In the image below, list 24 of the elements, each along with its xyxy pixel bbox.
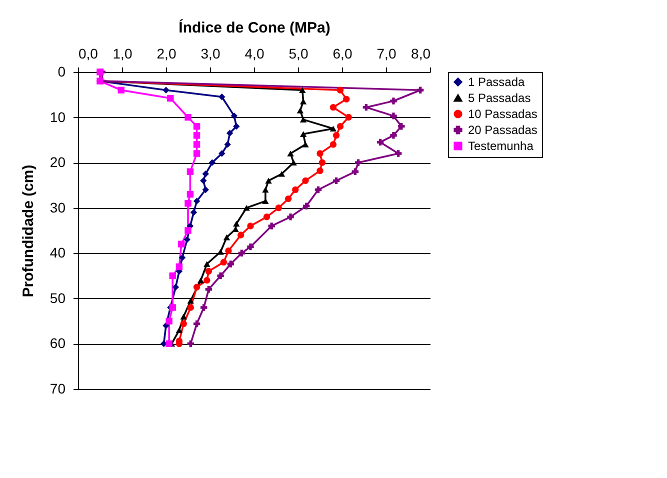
y-tick-label: 10 <box>50 108 66 125</box>
x-tick-label: 0,0 <box>78 46 98 62</box>
x-tick-label: 5,0 <box>288 46 308 62</box>
y-tick-label: 70 <box>50 380 66 396</box>
y-tick-label: 20 <box>50 154 66 170</box>
legend-label: Testemunha <box>468 139 534 153</box>
y-tick-label: 0 <box>58 64 66 80</box>
legend-label: 10 Passadas <box>468 107 538 121</box>
x-tick-label: 7,0 <box>376 46 396 62</box>
y-axis-title: Profundidade (cm) <box>20 164 37 298</box>
x-tick-label: 2,0 <box>156 46 176 62</box>
y-tick-label: 40 <box>50 244 66 261</box>
x-tick-label: 1,0 <box>112 46 132 62</box>
x-tick-label: 3,0 <box>200 46 220 62</box>
x-tick-label: 8,0 <box>411 46 431 62</box>
x-axis-title: Índice de Cone (MPa) <box>178 18 330 36</box>
y-tick-label: 60 <box>50 335 66 352</box>
legend-label: 5 Passadas <box>468 91 531 105</box>
x-tick-label: 4,0 <box>244 46 264 62</box>
legend-label: 1 Passada <box>468 75 526 89</box>
y-tick-label: 50 <box>50 290 66 306</box>
legend-label: 20 Passadas <box>468 123 538 137</box>
y-tick-label: 30 <box>50 199 66 216</box>
x-tick-label: 6,0 <box>332 46 352 62</box>
